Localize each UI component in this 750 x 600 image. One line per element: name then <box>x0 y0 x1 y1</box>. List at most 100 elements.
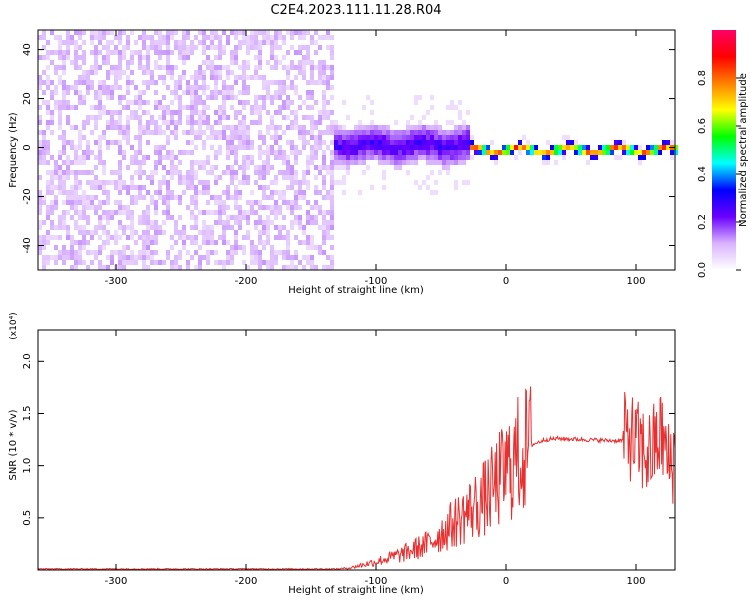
spectrogram-cell <box>438 160 442 165</box>
spectrogram-cell <box>526 140 530 145</box>
spectrogram-cell <box>118 210 122 215</box>
spectrogram-cell <box>90 85 94 90</box>
spectrogram-cell <box>50 210 54 215</box>
y-tick-label: -20 <box>22 188 33 204</box>
spectrogram-cell <box>290 150 294 155</box>
spectrogram-cell <box>42 235 46 240</box>
spectrogram-cell <box>286 265 290 270</box>
spectrogram-cell <box>262 85 266 90</box>
spectrogram-cell <box>458 145 462 150</box>
spectrogram-cell <box>74 210 78 215</box>
spectrogram-cell <box>194 130 198 135</box>
colorbar-tick-label: 0.8 <box>697 70 708 86</box>
spectrogram-cell <box>150 70 154 75</box>
spectrogram-cell <box>62 185 66 190</box>
spectrogram-cell <box>310 70 314 75</box>
spectrogram-cell <box>74 250 78 255</box>
spectrogram-cell <box>310 245 314 250</box>
spectrogram-cell <box>46 215 50 220</box>
spectrogram-cell <box>114 120 118 125</box>
spectrogram-cell <box>186 140 190 145</box>
spectrogram-cell <box>178 230 182 235</box>
spectrogram-cell <box>230 180 234 185</box>
spectrogram-cell <box>258 155 262 160</box>
spectrogram-cell <box>322 65 326 70</box>
spectrogram-cell <box>206 35 210 40</box>
spectrogram-cell <box>446 105 450 110</box>
spectrogram-cell <box>50 190 54 195</box>
spectrogram-cell <box>302 30 306 35</box>
spectrogram-cell <box>454 135 458 140</box>
spectrogram-cell <box>166 250 170 255</box>
spectrogram-cell <box>206 115 210 120</box>
spectrogram-cell <box>470 145 474 150</box>
spectrogram-cell <box>242 35 246 40</box>
spectrogram-cell <box>118 205 122 210</box>
spectrogram-cell <box>242 75 246 80</box>
spectrogram-cell <box>502 150 506 155</box>
spectrogram-cell <box>74 170 78 175</box>
spectrogram-cell <box>278 150 282 155</box>
spectrogram-cell <box>298 135 302 140</box>
spectrogram-cell <box>154 240 158 245</box>
spectrogram-cell <box>198 230 202 235</box>
spectrogram-cell <box>330 185 334 190</box>
spectrogram-cell <box>350 135 354 140</box>
spectrogram-cell <box>42 80 46 85</box>
spectrogram-cell <box>102 200 106 205</box>
spectrogram-cell <box>258 30 262 35</box>
spectrogram-cell <box>122 130 126 135</box>
spectrogram-cell <box>150 250 154 255</box>
spectrogram-cell <box>326 190 330 195</box>
spectrogram-cell <box>154 260 158 265</box>
spectrogram-cell <box>222 230 226 235</box>
spectrogram-cell <box>270 95 274 100</box>
spectrogram-cell <box>86 85 90 90</box>
spectrogram-cell <box>154 30 158 35</box>
spectrogram-cell <box>82 230 86 235</box>
spectrogram-cell <box>142 80 146 85</box>
spectrogram-cell <box>294 220 298 225</box>
spectrogram-cell <box>170 35 174 40</box>
spectrogram-cell <box>298 60 302 65</box>
spectrogram-cell <box>186 205 190 210</box>
spectrogram-cell <box>382 155 386 160</box>
spectrogram-cell <box>358 150 362 155</box>
spectrogram-cell <box>250 260 254 265</box>
spectrogram-cell <box>142 250 146 255</box>
spectrogram-cell <box>398 165 402 170</box>
spectrogram-cell <box>190 90 194 95</box>
spectrogram-cell <box>190 210 194 215</box>
spectrogram-cell <box>250 45 254 50</box>
spectrogram-cell <box>162 220 166 225</box>
spectrogram-cell <box>430 150 434 155</box>
spectrogram-cell <box>618 155 622 160</box>
spectrogram-cell <box>242 170 246 175</box>
spectrogram-cell <box>254 35 258 40</box>
spectrogram-cell <box>286 205 290 210</box>
spectrogram-cell <box>78 185 82 190</box>
spectrogram-cell <box>122 255 126 260</box>
spectrogram-cell <box>46 150 50 155</box>
spectrogram-cell <box>338 150 342 155</box>
spectrogram-cell <box>274 175 278 180</box>
spectrogram-cell <box>166 210 170 215</box>
spectrogram-cell <box>206 105 210 110</box>
spectrogram-cell <box>286 165 290 170</box>
spectrogram-cell <box>218 90 222 95</box>
spectrogram-cell <box>98 50 102 55</box>
spectrogram-cell <box>282 195 286 200</box>
spectrogram-cell <box>206 60 210 65</box>
spectrogram-cell <box>278 85 282 90</box>
spectrogram-cell <box>294 85 298 90</box>
spectrogram-cell <box>370 130 374 135</box>
spectrogram-cell <box>246 200 250 205</box>
spectrogram-cell <box>214 45 218 50</box>
spectrogram-cell <box>202 60 206 65</box>
spectrogram-cell <box>202 240 206 245</box>
spectrogram-cell <box>410 125 414 130</box>
spectrogram-cell <box>58 115 62 120</box>
spectrogram-cell <box>462 180 466 185</box>
spectrogram-cell <box>114 230 118 235</box>
spectrogram-cell <box>298 205 302 210</box>
